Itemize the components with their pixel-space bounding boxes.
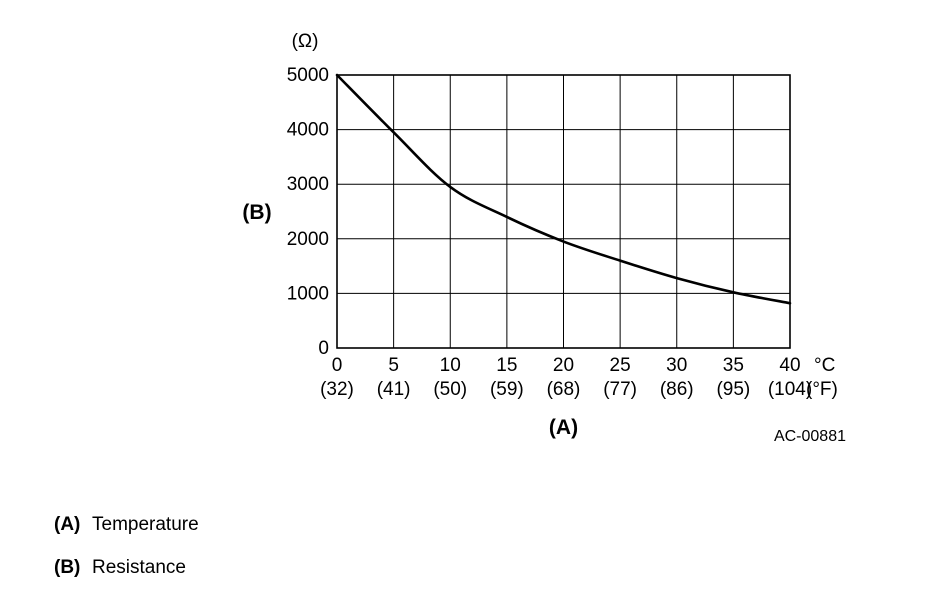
y-tick-label: 2000 — [287, 229, 329, 250]
plot-border — [336, 74, 791, 349]
x-tick-label-fahrenheit: (32) — [320, 379, 354, 400]
x-tick-label-fahrenheit: (95) — [716, 379, 750, 400]
figure-id: AC-00881 — [774, 428, 846, 445]
legend-key-a: (A) — [54, 514, 81, 535]
x-axis-key-label: (A) — [549, 416, 578, 439]
x-tick-label-fahrenheit: (104) — [768, 379, 812, 400]
legend-item: (A) Temperature — [54, 514, 199, 536]
legend-label-resistance: Resistance — [92, 557, 186, 578]
x-tick-label-celsius: 0 — [332, 355, 343, 376]
x-tick-label-celsius: 15 — [496, 355, 517, 376]
x-tick-label-fahrenheit: (41) — [377, 379, 411, 400]
y-axis-unit-label: (Ω) — [292, 31, 319, 52]
x-tick-label-celsius: 30 — [666, 355, 687, 376]
x-tick-label-celsius: 5 — [388, 355, 399, 376]
x-tick-label-fahrenheit: (68) — [547, 379, 581, 400]
x-tick-label-fahrenheit: (86) — [660, 379, 694, 400]
y-axis-key-label: (B) — [242, 201, 271, 224]
y-tick-label: 5000 — [287, 65, 329, 86]
x-tick-label-celsius: 35 — [723, 355, 744, 376]
x-tick-label-celsius: 40 — [779, 355, 800, 376]
chart-canvas: 0 1000 2000 3000 4000 5000 (Ω) 0 (32) 5 (41) 10 (50)… — [242, 31, 846, 445]
x-tick-label-fahrenheit: (77) — [603, 379, 637, 400]
legend-item: (B) Resistance — [54, 557, 199, 579]
legend: (A) Temperature (B) Resistance — [54, 514, 199, 600]
x-tick-label-celsius: 10 — [440, 355, 461, 376]
x-axis-unit-celsius: °C — [814, 355, 835, 376]
legend-key-b: (B) — [54, 557, 81, 578]
x-tick-label-celsius: 20 — [553, 355, 574, 376]
legend-label-temperature: Temperature — [92, 514, 199, 535]
x-tick-label-celsius: 25 — [610, 355, 631, 376]
thermistor-resistance-chart: 0 1000 2000 3000 4000 5000 (Ω) 0 (32) 5 (41) 10 (50)… — [242, 31, 846, 445]
y-tick-label: 3000 — [287, 174, 329, 195]
x-axis-unit-fahrenheit: (°F) — [806, 379, 838, 400]
resistance-curve — [335, 73, 792, 305]
y-tick-label: 4000 — [287, 120, 329, 141]
y-tick-label: 0 — [318, 338, 329, 359]
x-tick-label-fahrenheit: (59) — [490, 379, 524, 400]
x-tick-label-fahrenheit: (50) — [433, 379, 467, 400]
y-tick-label: 1000 — [287, 283, 329, 304]
